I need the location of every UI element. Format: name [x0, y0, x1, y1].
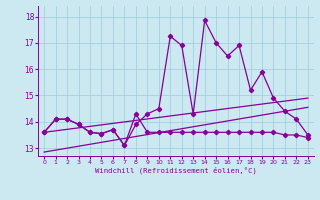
X-axis label: Windchill (Refroidissement éolien,°C): Windchill (Refroidissement éolien,°C) — [95, 167, 257, 174]
